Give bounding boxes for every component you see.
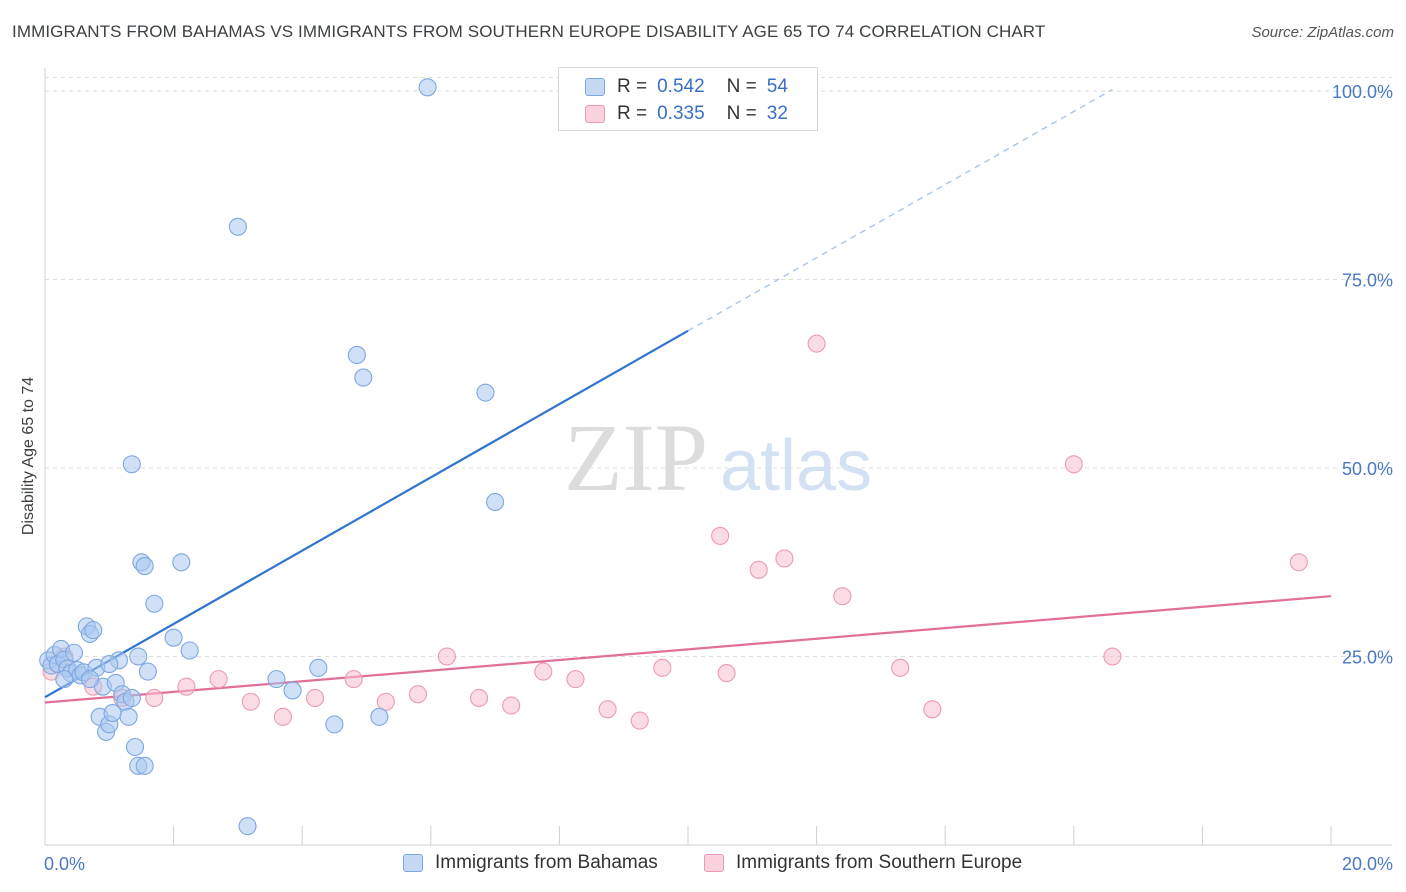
point-southern-europe (209, 670, 228, 689)
legend-n-value: 32 (766, 103, 788, 124)
legend-row-southern-europe: R = 0.335 N = 32 (585, 102, 788, 126)
point-bahamas (119, 707, 138, 726)
point-southern-europe (711, 526, 730, 545)
point-southern-europe (749, 560, 768, 579)
x-tick-label: 20.0% (1342, 854, 1393, 874)
point-southern-europe (566, 670, 585, 689)
chart-title: IMMIGRANTS FROM BAHAMAS VS IMMIGRANTS FR… (12, 22, 1046, 41)
source-label: Source: ZipAtlas.com (1251, 24, 1394, 41)
trend-line-southern-europe (44, 595, 1332, 704)
point-bahamas (347, 345, 366, 365)
trend-line-bahamas-extrapolated (687, 88, 1113, 332)
tick-labels: 25.0% 50.0% 75.0% 100.0% 0.0% 20.0% (44, 82, 1393, 874)
point-southern-europe (145, 688, 164, 708)
series-legend-southern-europe: Immigrants from Southern Europe (704, 852, 1022, 874)
point-bahamas (135, 756, 154, 775)
point-southern-europe (833, 587, 852, 606)
point-bahamas (325, 715, 344, 734)
point-southern-europe (807, 334, 826, 353)
point-southern-europe (923, 700, 942, 719)
legend-r-label: R = (617, 76, 648, 97)
grid-lines (45, 77, 1392, 658)
series-legend: Immigrants from Bahamas Immigrants from … (0, 852, 1406, 876)
series-name-bahamas: Immigrants from Bahamas (435, 852, 658, 873)
point-bahamas (354, 368, 373, 387)
point-southern-europe (344, 670, 363, 689)
y-axis-label: Disability Age 65 to 74 (20, 377, 37, 535)
legend-r-label: R = (617, 103, 648, 124)
point-southern-europe (891, 658, 910, 677)
point-bahamas (228, 217, 247, 236)
point-southern-europe (408, 685, 427, 704)
point-bahamas (476, 383, 495, 402)
point-bahamas (238, 817, 257, 836)
watermark-zip: ZIP (564, 404, 708, 511)
point-bahamas (267, 670, 286, 689)
legend-r-value: 0.335 (657, 103, 705, 124)
point-bahamas (122, 455, 141, 474)
point-bahamas (309, 658, 328, 677)
point-bahamas (135, 556, 154, 576)
point-bahamas (370, 707, 389, 726)
series-legend-bahamas: Immigrants from Bahamas (403, 852, 658, 874)
point-southern-europe (469, 688, 489, 708)
point-southern-europe (534, 662, 553, 681)
point-bahamas (100, 655, 119, 674)
legend-r-value: 0.542 (657, 76, 705, 97)
point-bahamas (84, 621, 103, 640)
watermark: ZIP atlas (564, 404, 872, 511)
point-bahamas (55, 670, 74, 689)
point-southern-europe (1064, 455, 1083, 474)
legend-swatch-blue (585, 78, 605, 96)
series-swatch-pink (704, 854, 724, 872)
point-bahamas (122, 688, 141, 708)
point-southern-europe (306, 688, 325, 708)
point-southern-europe (273, 707, 292, 726)
point-southern-europe (653, 658, 672, 677)
point-bahamas (283, 681, 302, 700)
legend-row-bahamas: R = 0.542 N = 54 (585, 75, 788, 99)
point-southern-europe (1289, 553, 1308, 572)
y-tick-label: 75.0% (1342, 271, 1393, 291)
legend-swatch-pink (585, 105, 605, 123)
data-points (39, 78, 1308, 836)
point-bahamas (64, 643, 83, 662)
point-bahamas (145, 594, 164, 613)
point-bahamas (486, 492, 505, 512)
point-bahamas (125, 737, 145, 757)
point-southern-europe (376, 692, 395, 711)
point-southern-europe (630, 711, 649, 730)
y-tick-label: 100.0% (1332, 82, 1393, 102)
point-bahamas (80, 670, 100, 689)
series-swatch-blue (403, 854, 423, 872)
watermark-atlas: atlas (720, 426, 872, 506)
point-bahamas (418, 78, 437, 97)
x-tick-label: 0.0% (44, 854, 85, 874)
y-tick-label: 50.0% (1342, 459, 1393, 479)
trend-lines (44, 88, 1332, 704)
point-bahamas (138, 662, 157, 681)
point-southern-europe (598, 700, 617, 719)
point-southern-europe (437, 647, 456, 666)
y-tick-label: 25.0% (1342, 648, 1393, 668)
point-southern-europe (241, 692, 260, 711)
legend-n-value: 54 (766, 76, 788, 97)
point-southern-europe (775, 549, 794, 568)
legend-n-label: N = (726, 103, 757, 124)
trend-line-bahamas (44, 329, 689, 699)
point-bahamas (172, 553, 191, 572)
point-southern-europe (1103, 647, 1122, 666)
point-bahamas (164, 628, 183, 647)
series-name-southern-europe: Immigrants from Southern Europe (736, 852, 1023, 873)
axes (44, 68, 1392, 846)
correlation-legend: R = 0.542 N = 54 R = 0.335 N = 32 (558, 67, 818, 131)
point-bahamas (180, 641, 199, 660)
point-southern-europe (177, 677, 196, 696)
point-southern-europe (717, 664, 736, 683)
point-southern-europe (502, 696, 521, 715)
point-bahamas (129, 647, 148, 666)
legend-n-label: N = (726, 76, 757, 97)
